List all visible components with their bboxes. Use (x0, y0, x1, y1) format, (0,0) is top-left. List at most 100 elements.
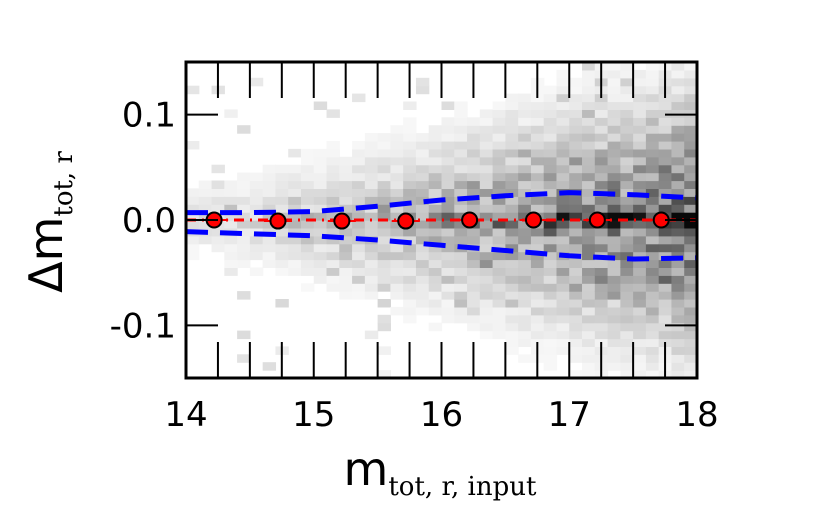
density-cell (633, 125, 647, 134)
density-cell (569, 148, 583, 158)
density-cell (352, 243, 366, 253)
density-cell (364, 188, 379, 197)
density-cell (607, 243, 621, 253)
density-cell (518, 133, 532, 142)
density-cell (403, 314, 417, 324)
density-cell (479, 164, 494, 174)
density-cell (313, 148, 328, 158)
density-cell (530, 141, 545, 150)
density-cell (645, 133, 660, 142)
density-cell (364, 267, 379, 276)
density-cell (594, 109, 609, 118)
density-cell (467, 322, 481, 332)
density-cell (658, 125, 673, 134)
density-cell (658, 156, 673, 166)
density-cell (428, 125, 443, 134)
density-cell (300, 156, 315, 166)
density-cell (224, 204, 238, 213)
density-cell (275, 299, 289, 308)
density-cell (390, 141, 404, 150)
density-cell (582, 370, 596, 379)
density-cell (658, 283, 673, 292)
density-cell (352, 141, 366, 150)
density-cell (620, 354, 634, 363)
density-cell (543, 196, 558, 205)
median-point (588, 211, 606, 229)
density-cell (518, 338, 532, 347)
density-cell (313, 180, 328, 189)
density-cell (403, 180, 417, 189)
density-cell (620, 346, 634, 355)
density-cell (671, 259, 685, 268)
density-cell (377, 164, 391, 174)
density-cell (364, 291, 379, 300)
density-cell (543, 93, 558, 103)
density-cell (377, 227, 391, 237)
density-cell (275, 188, 289, 197)
density-cell (505, 243, 519, 253)
density-cell (645, 196, 660, 205)
density-cell (620, 362, 634, 371)
density-cell (479, 259, 494, 268)
density-cell (671, 235, 685, 245)
density-cell (671, 93, 685, 103)
density-cell (645, 141, 660, 150)
density-cell (505, 291, 519, 300)
density-cell (633, 354, 647, 363)
density-cell (224, 212, 238, 221)
density-cell (645, 283, 660, 292)
density-cell (582, 275, 596, 284)
density-cell (454, 220, 468, 229)
density-cell (288, 204, 302, 213)
density-cell (684, 204, 698, 213)
density-cell (313, 243, 328, 253)
density-cell (582, 125, 596, 134)
density-cell (569, 156, 583, 166)
density-cell (237, 188, 251, 197)
density-cell (594, 164, 609, 174)
density-cell (684, 283, 698, 292)
density-cell (454, 291, 468, 300)
density-cell (249, 77, 264, 87)
density-cell (518, 275, 532, 284)
density-cell (582, 188, 596, 197)
density-cell (454, 235, 468, 245)
density-cell (607, 362, 621, 371)
density-cell (339, 196, 353, 205)
density-cell (390, 212, 404, 221)
density-cell (684, 314, 698, 324)
density-cell (454, 212, 468, 221)
density-cell (620, 85, 634, 95)
density-cell (454, 117, 468, 126)
density-cell (518, 291, 532, 300)
density-cell (620, 156, 634, 166)
density-cell (262, 188, 277, 197)
x-axis-label: mtot, r, input (344, 442, 537, 502)
density-cell (288, 164, 302, 174)
density-cell (594, 314, 609, 324)
density-cell (569, 125, 583, 134)
density-cell (390, 125, 404, 134)
density-cell (467, 299, 481, 308)
density-cell (300, 204, 315, 213)
density-cell (467, 275, 481, 284)
density-cell (645, 180, 660, 189)
density-cell (505, 227, 519, 237)
density-cell (403, 141, 417, 150)
x-tick-label: 16 (420, 395, 463, 435)
density-cell (288, 196, 302, 205)
density-cell (671, 117, 685, 126)
density-cell (518, 117, 532, 126)
density-cell (262, 362, 277, 371)
density-cell (492, 314, 506, 324)
density-cell (479, 306, 494, 316)
density-cell (543, 362, 558, 371)
density-cell (288, 251, 302, 261)
density-cell (633, 204, 647, 213)
density-cell (390, 188, 404, 197)
density-cell (377, 188, 391, 197)
density-cell (620, 220, 634, 229)
density-cell (339, 251, 353, 261)
x-tick-label: 18 (675, 395, 718, 435)
